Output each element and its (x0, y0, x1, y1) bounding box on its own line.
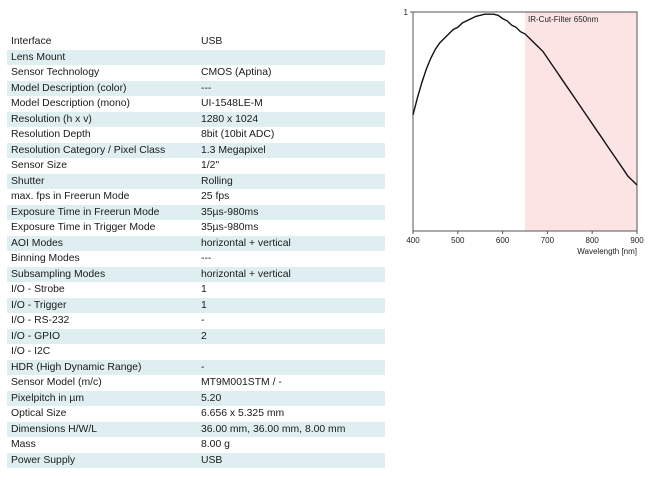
spec-label: I/O - GPIO (7, 328, 197, 344)
spec-label: I/O - RS-232 (11, 315, 70, 327)
spec-row: Resolution Category / Pixel Class 1.3 Meg… (7, 142, 385, 158)
spec-row: Model Description (mono) UI-1548LE-M (7, 96, 385, 112)
spec-value: horizontal + vertical (197, 266, 385, 282)
spec-value: 2 (197, 328, 385, 344)
spec-label: Optical Size (11, 408, 67, 420)
plot-frame (412, 11, 638, 232)
spec-row: Exposure Time in Freerun Mode 35µs-980ms (7, 204, 385, 220)
spec-label: I/O - Strobe (11, 284, 65, 296)
spec-value: 6.656 x 5.325 mm (201, 408, 285, 420)
spec-value: 5.20 (197, 390, 385, 406)
spec-row: I/O - RS-232 - (7, 313, 385, 329)
spec-value: USB (197, 452, 385, 468)
spec-row: Binning Modes --- (7, 251, 385, 267)
spec-row: Dimensions H/W/L 36.00 mm, 36.00 mm, 8.00… (7, 421, 385, 437)
spec-row: I/O - Strobe 1 (7, 282, 385, 298)
x-tick-label: 900 (630, 236, 644, 245)
x-tick-label: 400 (406, 236, 420, 245)
spec-label: Model Description (mono) (11, 98, 130, 110)
spec-row: Lens Mount (7, 49, 385, 65)
spec-row: AOI Modes horizontal + vertical (7, 235, 385, 251)
spec-label: max. fps in Freerun Mode (11, 191, 130, 203)
spec-row: HDR (High Dynamic Range) - (7, 359, 385, 375)
spec-label: Dimensions H/W/L (7, 421, 197, 437)
spec-row: Sensor Technology CMOS (Aptina) (7, 65, 385, 81)
y-tick-label: 1 (404, 8, 409, 17)
spec-row: Sensor Size 1/2" (7, 158, 385, 174)
spec-value: horizontal + vertical (197, 235, 385, 251)
spec-value: 1 (201, 284, 207, 296)
spec-row: Exposure Time in Trigger Mode 35µs-980ms (7, 220, 385, 236)
spec-label: Shutter (7, 173, 197, 189)
spec-value: --- (197, 80, 385, 96)
spec-label: Sensor Size (11, 160, 68, 172)
spec-row: I/O - I2C (7, 344, 385, 360)
spec-value: - (201, 315, 205, 327)
spec-label: Model Description (color) (7, 80, 197, 96)
specs-table: Interface USB Lens Mount Sensor Technology C… (7, 34, 385, 468)
spec-value: 35µs-980ms (197, 204, 385, 220)
spec-row: max. fps in Freerun Mode 25 fps (7, 189, 385, 205)
spec-row: Subsampling Modes horizontal + vertical (7, 266, 385, 282)
spec-row: Shutter Rolling (7, 173, 385, 189)
spec-label: Resolution Depth (11, 129, 91, 141)
spec-value: 25 fps (201, 191, 230, 203)
spec-label: Power Supply (7, 452, 197, 468)
spec-row: I/O - Trigger 1 (7, 297, 385, 313)
spec-value: USB (201, 36, 223, 48)
spec-label: I/O - Trigger (7, 297, 197, 313)
response-curve (412, 13, 638, 186)
spec-value (197, 49, 385, 65)
spec-row: Optical Size 6.656 x 5.325 mm (7, 406, 385, 422)
spec-value: 8bit (10bit ADC) (201, 129, 275, 141)
spec-label: Sensor Technology (11, 67, 100, 79)
spec-row: Model Description (color) --- (7, 80, 385, 96)
spec-label: Lens Mount (7, 49, 197, 65)
spec-value: 35µs-980ms (201, 222, 259, 234)
x-tick-label: 600 (496, 236, 510, 245)
spec-label: Resolution Category / Pixel Class (7, 142, 197, 158)
spec-row: Resolution Depth 8bit (10bit ADC) (7, 127, 385, 143)
spec-label: I/O - I2C (11, 346, 51, 358)
spec-label: Subsampling Modes (7, 266, 197, 282)
x-axis-label: Wavelength [nm] (577, 247, 637, 256)
spec-row: I/O - GPIO 2 (7, 328, 385, 344)
spec-value: 1 (197, 297, 385, 313)
spec-value: 1/2" (201, 160, 220, 172)
spec-value: CMOS (Aptina) (201, 67, 272, 79)
spec-label: Resolution (h x v) (7, 111, 197, 127)
spec-label: Exposure Time in Freerun Mode (7, 204, 197, 220)
spec-value: UI-1548LE-M (201, 98, 263, 110)
spec-value: 8.00 g (201, 439, 230, 451)
spec-value: --- (201, 253, 212, 265)
spec-label: AOI Modes (7, 235, 197, 251)
spec-label: Sensor Model (m/c) (11, 377, 102, 389)
spec-label: Pixelpitch in µm (7, 390, 197, 406)
x-tick-label: 800 (586, 236, 600, 245)
spec-row: Power Supply USB (7, 452, 385, 468)
spec-label: Mass (11, 439, 36, 451)
spec-row: Resolution (h x v) 1280 x 1024 (7, 111, 385, 127)
ir-cut-region (525, 12, 637, 231)
x-tick-label: 500 (451, 236, 465, 245)
spec-value: Rolling (197, 173, 385, 189)
ir-cut-label: IR-Cut-Filter 650nm (528, 15, 599, 24)
spec-value: 1280 x 1024 (197, 111, 385, 127)
spec-row: Pixelpitch in µm 5.20 (7, 390, 385, 406)
spec-label: Binning Modes (11, 253, 80, 265)
spec-value: - (197, 359, 385, 375)
x-tick-label: 700 (541, 236, 555, 245)
spec-label: Exposure Time in Trigger Mode (11, 222, 156, 234)
spec-value: MT9M001STM / - (201, 377, 282, 389)
spec-row: Sensor Model (m/c) MT9M001STM / - (7, 375, 385, 391)
spec-row: Interface USB (7, 34, 385, 50)
spec-row: Mass 8.00 g (7, 437, 385, 453)
spec-label: Interface (11, 36, 52, 48)
spec-value: 36.00 mm, 36.00 mm, 8.00 mm (197, 421, 385, 437)
spec-value: 1.3 Megapixel (197, 142, 385, 158)
spec-label: HDR (High Dynamic Range) (7, 359, 197, 375)
